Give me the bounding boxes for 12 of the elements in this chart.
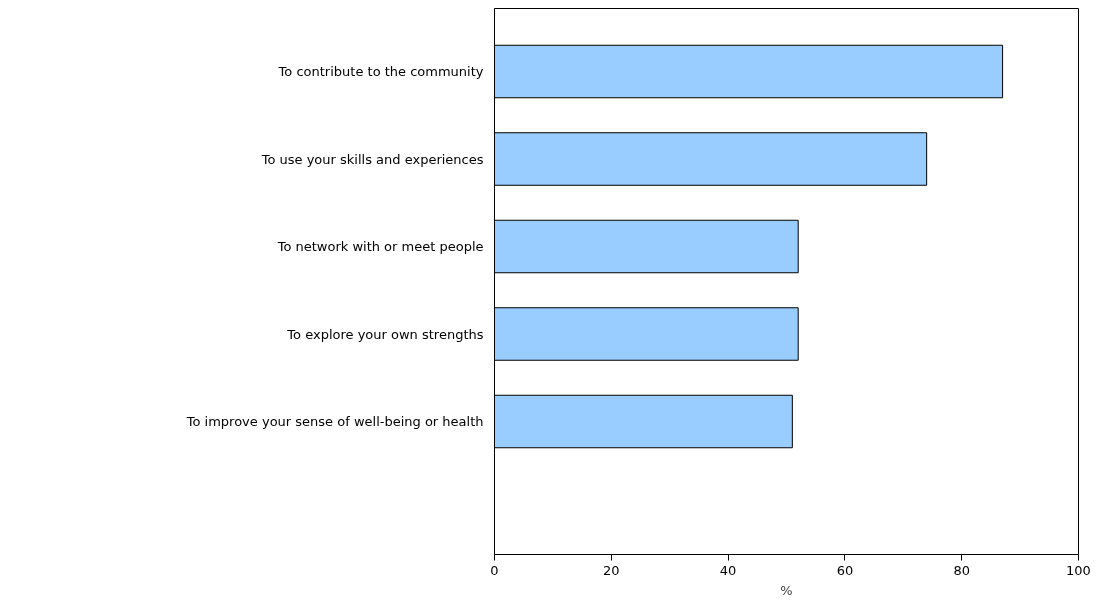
x-tick-label: 0 — [490, 562, 499, 578]
x-tick-label: 100 — [1066, 562, 1091, 578]
y-tick-label: To network with or meet people — [276, 239, 484, 254]
x-tick-label: 80 — [953, 562, 970, 578]
x-axis-title: % — [780, 582, 793, 598]
x-tick-label: 60 — [836, 562, 854, 578]
y-tick-label: To improve your sense of well-being or health — [185, 414, 484, 429]
x-tick-label: 40 — [719, 562, 737, 578]
y-tick-label: To explore your own strengths — [286, 326, 484, 342]
y-tick-label: To use your skills and experiences — [260, 151, 484, 167]
x-tick-label: 20 — [603, 562, 620, 578]
y-tick-label: To contribute to the community — [277, 64, 484, 79]
